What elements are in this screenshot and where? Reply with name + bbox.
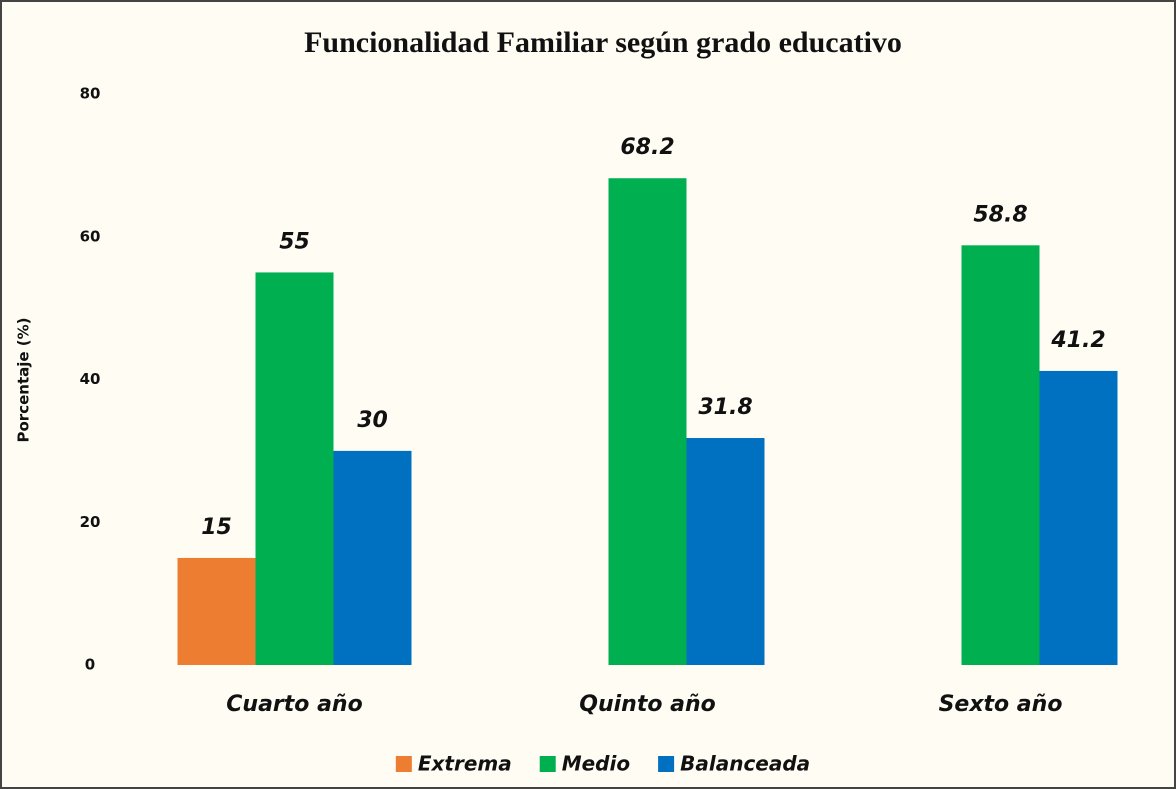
x-tick-label: Sexto año xyxy=(939,692,1063,717)
data-label: 55 xyxy=(279,229,310,254)
y-tick-label: 60 xyxy=(80,227,101,245)
legend-swatch xyxy=(395,756,412,772)
data-label: 30 xyxy=(357,408,388,433)
x-tick-label: Cuarto año xyxy=(226,692,362,717)
y-axis-label: Porcentaje (%) xyxy=(15,317,33,442)
legend-swatch xyxy=(539,756,556,772)
y-tick-label: 80 xyxy=(80,85,101,103)
legend-swatch xyxy=(658,756,675,772)
data-label: 58.8 xyxy=(973,202,1027,227)
data-label: 68.2 xyxy=(620,135,674,160)
legend-label: Medio xyxy=(562,752,631,776)
data-label: 15 xyxy=(201,515,232,540)
data-label: 31.8 xyxy=(698,395,752,420)
bar xyxy=(961,245,1040,665)
chart-title: Funcionalidad Familiar según grado educa… xyxy=(304,26,902,59)
bar xyxy=(255,272,334,665)
bar xyxy=(177,557,256,665)
y-tick-label: 40 xyxy=(80,370,101,388)
data-label: 41.2 xyxy=(1050,328,1105,353)
y-tick-label: 0 xyxy=(85,656,95,674)
bar xyxy=(1039,370,1118,665)
bar xyxy=(608,178,687,665)
y-tick-label: 20 xyxy=(80,513,101,531)
legend-label: Extrema xyxy=(418,752,512,776)
x-tick-label: Quinto año xyxy=(579,692,715,717)
legend-label: Balanceada xyxy=(680,752,810,776)
bar xyxy=(686,438,765,665)
bar xyxy=(333,450,412,665)
